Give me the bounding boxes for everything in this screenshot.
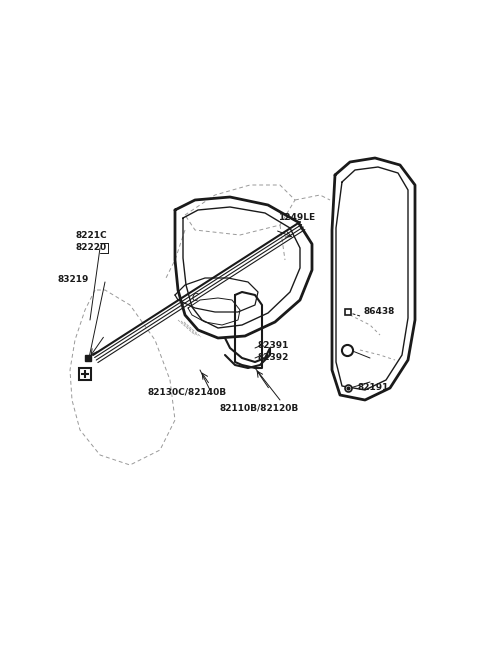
Text: 82130C/82140B: 82130C/82140B (148, 388, 227, 397)
Text: 82220: 82220 (75, 244, 106, 252)
Text: 83219: 83219 (58, 275, 89, 284)
Text: 82191: 82191 (358, 384, 389, 392)
Text: C: C (192, 293, 198, 303)
Polygon shape (160, 200, 305, 335)
Text: 1249LE: 1249LE (278, 214, 315, 223)
Text: 8221C: 8221C (75, 231, 107, 240)
Text: 82110B/82120B: 82110B/82120B (220, 403, 299, 413)
Text: 82392: 82392 (258, 353, 289, 361)
Text: 86438: 86438 (363, 307, 395, 317)
Text: 82391: 82391 (258, 340, 289, 350)
